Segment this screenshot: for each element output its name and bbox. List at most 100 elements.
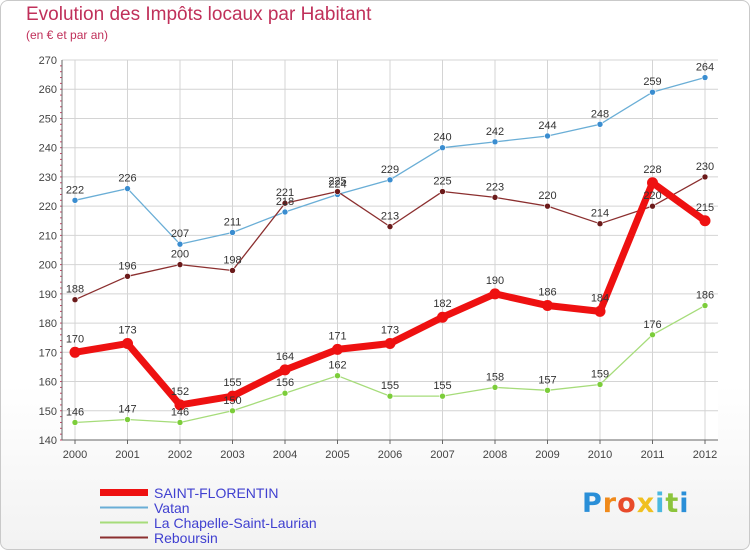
- data-point-la-chapelle-saint-laurian: [124, 416, 131, 423]
- data-point-la-chapelle-saint-laurian: [439, 392, 446, 400]
- data-label: 200: [171, 249, 189, 261]
- data-label: 214: [591, 208, 609, 220]
- y-tick-label: 260: [39, 84, 57, 96]
- data-point-vatan: [544, 132, 551, 140]
- x-tick-label: 2005: [325, 449, 349, 461]
- data-label: 213: [381, 211, 399, 223]
- data-label: 159: [591, 368, 609, 380]
- logo-letter: o: [617, 488, 637, 519]
- data-label: 170: [66, 333, 84, 345]
- data-point-la-chapelle-saint-laurian: [281, 389, 289, 397]
- y-tick-label: 140: [39, 435, 57, 447]
- data-point-reboursin: [701, 173, 709, 181]
- y-tick-label: 180: [39, 318, 57, 330]
- legend-label: Vatan: [154, 499, 190, 516]
- data-label: 242: [486, 126, 504, 138]
- data-label: 207: [171, 228, 189, 240]
- x-tick-label: 2006: [378, 449, 402, 461]
- data-point-la-chapelle-saint-laurian: [71, 419, 79, 426]
- data-label: 162: [328, 360, 346, 372]
- data-point-reboursin: [71, 296, 79, 303]
- data-label: 226: [118, 173, 136, 185]
- data-point-vatan: [229, 229, 236, 236]
- data-point-saint-florentin: [384, 338, 396, 350]
- data-label: 224: [328, 178, 346, 190]
- data-label: 171: [328, 330, 346, 342]
- data-point-saint-florentin: [594, 305, 606, 317]
- data-point-saint-florentin: [332, 343, 343, 355]
- data-label: 152: [171, 386, 189, 398]
- legend-item-vatan: Vatan: [100, 499, 317, 516]
- axis-layer: 140 150 160 170 180 190 200 210 220 230 240 250 260 2…: [39, 55, 718, 461]
- data-label: 220: [538, 190, 556, 202]
- data-point-saint-florentin: [174, 399, 186, 411]
- chart-subtitle: (en € et par an): [26, 28, 109, 42]
- legend-item-la-chapelle-saint-laurian: La Chapelle-Saint-Laurian: [100, 515, 317, 531]
- data-point-vatan: [71, 197, 79, 204]
- data-label: 186: [538, 287, 556, 299]
- data-label: 230: [696, 161, 714, 173]
- x-tick-label: 2009: [535, 449, 559, 461]
- data-point-vatan: [281, 208, 289, 216]
- legend-item-reboursin: Reboursin: [100, 529, 317, 546]
- data-label: 186: [696, 290, 714, 302]
- data-point-saint-florentin: [437, 311, 448, 323]
- data-label: 228: [643, 164, 661, 176]
- x-tick-label: 2003: [220, 449, 244, 461]
- data-point-reboursin: [124, 273, 131, 280]
- data-label: 157: [538, 374, 556, 386]
- data-label: 220: [643, 190, 661, 202]
- x-tick-label: 2011: [641, 449, 665, 461]
- proxiti-logo: Proxiti: [582, 488, 690, 519]
- legend-label: Reboursin: [154, 529, 218, 546]
- data-label: 155: [433, 380, 451, 392]
- data-label: 150: [223, 395, 241, 407]
- y-tick-label: 170: [39, 347, 57, 359]
- data-label: 164: [276, 351, 294, 363]
- y-tick-label: 190: [39, 289, 57, 301]
- x-tick-label: 2004: [273, 449, 297, 461]
- logo-letter: i: [679, 488, 690, 519]
- data-point-la-chapelle-saint-laurian: [386, 392, 394, 400]
- data-label: 244: [538, 120, 556, 132]
- data-label: 146: [171, 406, 189, 418]
- data-point-vatan: [124, 185, 131, 192]
- data-label: 188: [66, 284, 84, 296]
- data-point-la-chapelle-saint-laurian: [334, 372, 341, 379]
- x-tick-label: 2007: [430, 449, 454, 461]
- data-label: 222: [66, 184, 84, 196]
- data-point-saint-florentin: [122, 338, 133, 350]
- data-label: 190: [486, 275, 504, 287]
- y-tick-label: 210: [39, 230, 57, 242]
- data-point-la-chapelle-saint-laurian: [544, 387, 551, 394]
- data-point-la-chapelle-saint-laurian: [176, 419, 184, 426]
- data-label: 211: [224, 216, 242, 228]
- chart-title: Evolution des Impôts locaux par Habitant: [26, 4, 372, 25]
- data-point-saint-florentin: [542, 300, 553, 312]
- data-point-vatan: [701, 74, 709, 81]
- data-point-vatan: [386, 176, 394, 184]
- grid-layer: [62, 59, 718, 441]
- data-label: 240: [433, 132, 451, 144]
- legend-label: SAINT-FLORENTIN: [154, 484, 279, 501]
- y-tick-label: 270: [39, 55, 57, 67]
- data-point-reboursin: [176, 261, 184, 268]
- data-label: 198: [223, 254, 241, 266]
- data-point-reboursin: [544, 202, 551, 210]
- data-label-layer: 170 173 152 155 164 171 173 182 190 186 184 228 215 2…: [66, 62, 714, 419]
- x-tick-label: 2010: [588, 449, 612, 461]
- data-point-saint-florentin: [699, 215, 711, 227]
- data-label: 259: [643, 76, 661, 88]
- data-point-vatan: [491, 138, 499, 146]
- data-label: 215: [696, 202, 714, 214]
- data-label: 196: [118, 260, 136, 272]
- x-tick-label: 2000: [63, 449, 87, 461]
- y-tick-label: 230: [39, 172, 57, 184]
- data-point-saint-florentin: [647, 177, 658, 189]
- data-label: 155: [381, 380, 399, 392]
- data-point-reboursin: [596, 220, 604, 227]
- legend: SAINT-FLORENTIN Vatan La Chapelle-Saint-…: [100, 484, 317, 546]
- data-label: 156: [276, 377, 294, 389]
- y-tick-label: 160: [39, 377, 57, 389]
